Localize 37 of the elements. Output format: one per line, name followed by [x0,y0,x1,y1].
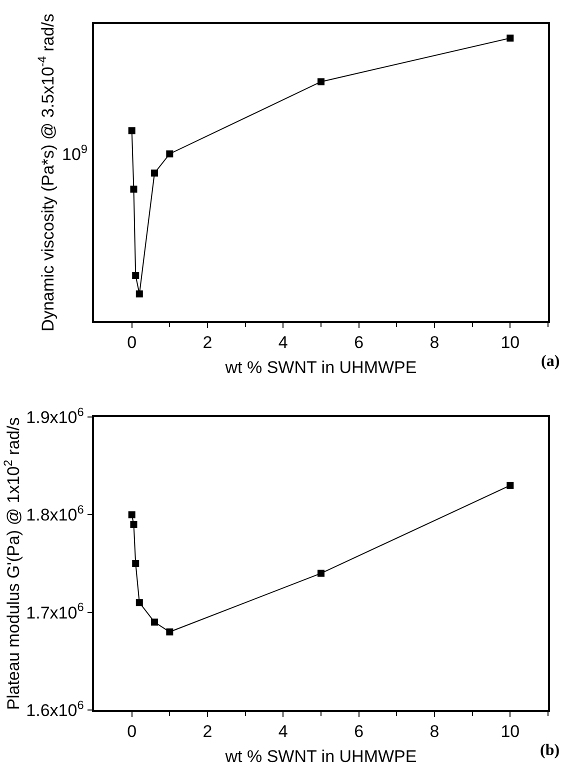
x-tick-label: 2 [202,333,212,352]
point [136,290,143,298]
point [318,78,324,86]
x-tick-label: 2 [202,722,212,742]
x-tick-label: 4 [278,333,288,352]
text: 10$^{9}$ [62,142,88,164]
point [151,618,158,626]
x-tick-label: 10 [500,722,520,742]
point [132,272,140,279]
point [166,628,174,636]
point [128,511,136,518]
point [136,599,143,606]
point [506,482,514,489]
x-axis-title: wt % SWNT in UHMWPE [224,747,417,766]
y-tick-label: 1.7x10$^{6}$ [26,600,84,622]
y-tick-label: 1.8x10$^{6}$ [26,502,84,525]
x-axis-title: wt % SWNT in UHMWPE [224,358,417,378]
y-tick-label: 1.9x10$^{6}$ [26,404,84,428]
x-tick-label: 6 [354,333,364,352]
x-tick-label: 6 [354,722,364,742]
x-tick-label: 0 [127,722,137,742]
point [166,150,174,158]
y-tick-label: 1.6x10$^{6}$ [26,698,84,720]
x-tick-label: 8 [430,333,440,352]
point [130,186,138,193]
text: (a) [541,353,560,370]
text: (b) [540,742,560,759]
x-tick-label: 8 [430,722,440,742]
point [130,520,138,528]
point [506,34,514,42]
point [151,170,158,177]
x-tick-label: 10 [500,333,520,352]
x-tick-label: 4 [278,722,288,742]
x-tick-label: 0 [127,333,137,352]
point [128,127,136,134]
point [132,560,140,568]
point [318,570,324,577]
